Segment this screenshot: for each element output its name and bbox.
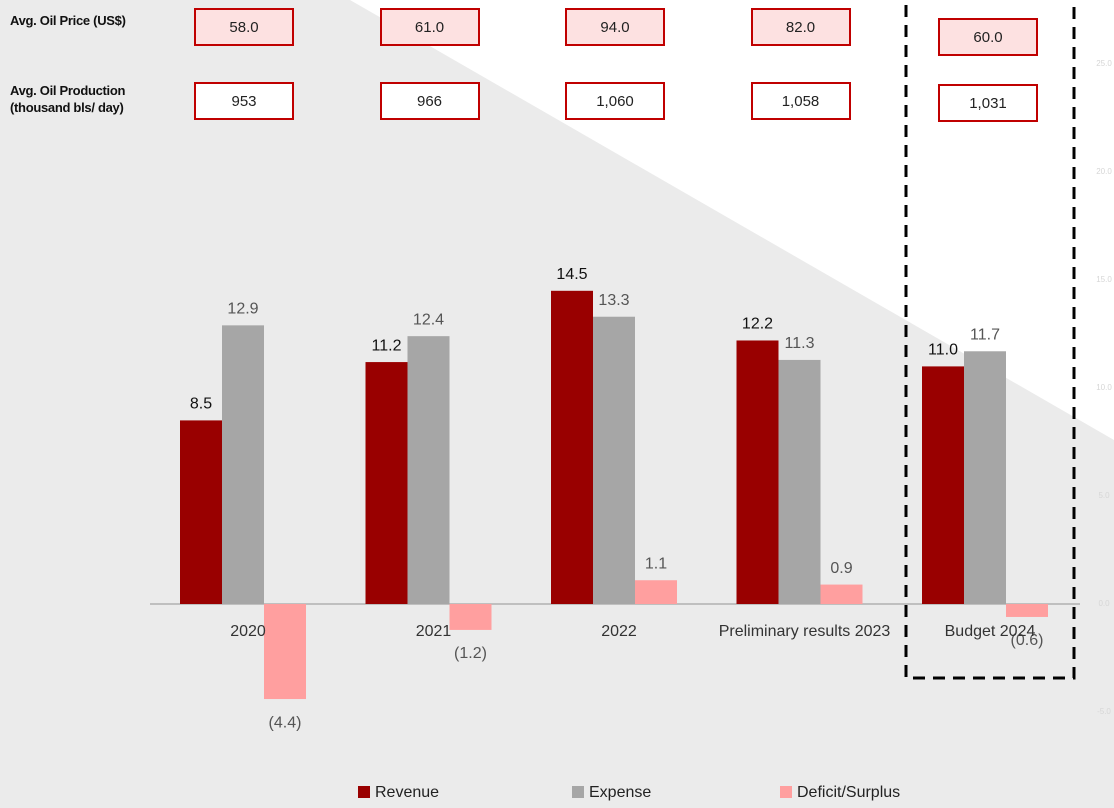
y-tick-label: -5.0 (1097, 707, 1111, 716)
value-label: 8.5 (190, 396, 212, 413)
legend-label: Revenue (375, 784, 439, 801)
info-box: 966 (379, 82, 480, 120)
bar (778, 359, 821, 604)
bar (264, 604, 306, 700)
bar (593, 316, 635, 604)
value-label: 12.4 (413, 311, 444, 328)
y-tick-label: 5.0 (1098, 491, 1110, 500)
y-tick-label: 15.0 (1096, 275, 1112, 284)
bar (635, 580, 677, 604)
value-label: 11.7 (970, 326, 1000, 343)
x-tick-label: 2020 (230, 623, 266, 640)
bar (736, 340, 779, 604)
legend-label: Deficit/Surplus (797, 784, 900, 801)
bar (180, 420, 222, 604)
x-tick-label: Preliminary results 2023 (718, 623, 891, 640)
value-label: (1.2) (454, 645, 487, 662)
y-tick-label: 20.0 (1096, 167, 1112, 176)
legend-swatch (572, 786, 584, 798)
y-tick-label: 10.0 (1096, 383, 1112, 392)
y-tick-label: 0.0 (1098, 599, 1110, 608)
row-label: Avg. Oil Price (US$) (10, 13, 126, 28)
bar (449, 604, 492, 630)
value-label: 13.3 (598, 292, 629, 309)
value-label: 11.3 (785, 335, 815, 352)
value-label: (4.4) (269, 714, 302, 731)
info-box: 60.0 (938, 18, 1038, 56)
bar (820, 584, 863, 604)
legend-swatch (358, 786, 370, 798)
info-box: 953 (194, 82, 294, 120)
bar (365, 362, 408, 604)
value-label: 12.9 (227, 301, 258, 318)
legend-swatch (780, 786, 792, 798)
value-label: 0.9 (830, 560, 852, 577)
value-label: 12.2 (742, 316, 773, 333)
info-box: 94.0 (565, 8, 665, 46)
budget-highlight (904, 0, 1076, 680)
bar (964, 351, 1006, 604)
value-label: (0.6) (1011, 632, 1044, 649)
info-box: 1,058 (750, 82, 851, 120)
x-tick-label: Budget 2024 (944, 623, 1036, 640)
x-tick-label: 2022 (601, 623, 637, 640)
value-label: 11.0 (928, 342, 958, 359)
info-box: 82.0 (750, 8, 851, 46)
y-tick-label: 25.0 (1096, 59, 1112, 68)
legend-label: Expense (589, 784, 651, 801)
row-label: Avg. Oil Production (thousand bls/ day) (10, 83, 126, 115)
info-box: 58.0 (194, 8, 294, 46)
bar (922, 366, 964, 604)
bar (222, 325, 264, 604)
info-box: 1,031 (938, 84, 1038, 122)
value-label: 11.2 (372, 337, 402, 354)
bar (1006, 604, 1048, 617)
info-box: 1,060 (565, 82, 665, 120)
info-box: 61.0 (379, 8, 480, 46)
x-tick-label: 2021 (415, 623, 452, 640)
bar (407, 336, 450, 604)
value-label: 1.1 (645, 555, 667, 572)
bar (551, 290, 593, 604)
value-label: 14.5 (556, 266, 587, 283)
